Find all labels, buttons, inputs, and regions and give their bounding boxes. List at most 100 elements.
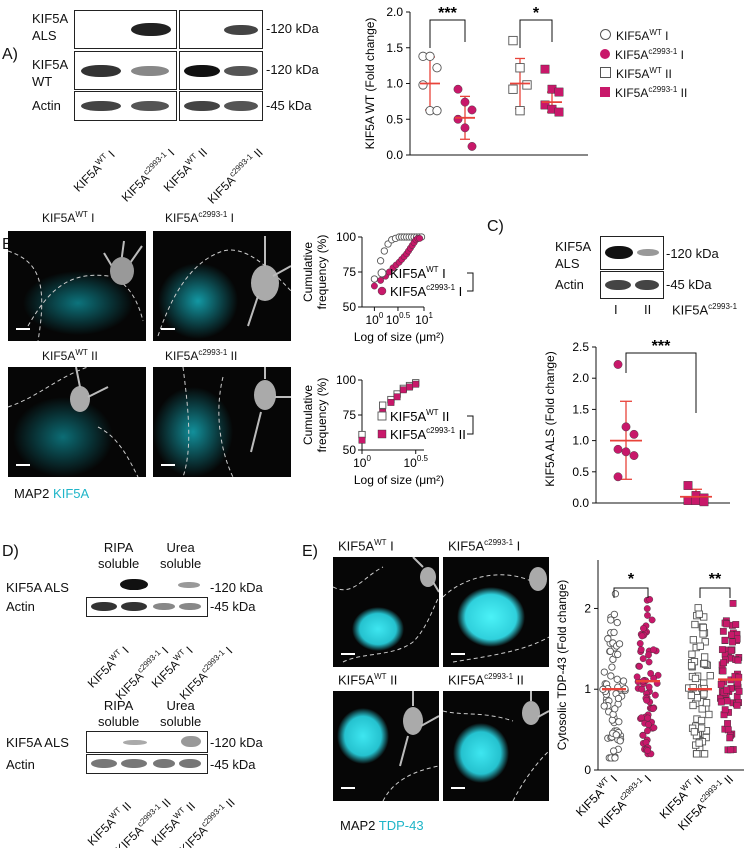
data-point [650,646,657,654]
data-point [683,481,693,490]
sig-label: *** [480,417,486,433]
d-kda-als-bottom: -120 kDa [210,735,263,750]
y-tick-label: 1.0 [572,434,589,448]
data-point [691,674,700,683]
data-point [719,667,727,675]
data-point [554,87,564,97]
e-title: KIF5AWT II [338,672,398,688]
d-header-ripa-bottom: RIPA soluble [98,698,140,729]
data-point [735,687,743,695]
data-point [644,727,651,735]
y-axis-label: KIF5A ALS (Fold change) [543,351,557,486]
d-kda-actin-bottom: -45 kDa [210,757,256,772]
data-point [377,268,387,278]
b-stain-legend: MAP2 KIF5A [14,486,90,501]
sig-label: **** [480,272,486,293]
d-blot-als-top [86,575,206,595]
data-point [644,611,651,619]
y-tick-label: 2.0 [386,5,403,19]
y-tick-label: 0.5 [386,112,403,126]
data-point [609,747,618,755]
data-point [371,282,378,290]
panel-c-letter: C) [487,218,504,235]
data-point [694,604,702,612]
y-tick-label: 1.5 [572,402,589,416]
data-point [729,638,736,646]
sig-label: * [533,5,540,22]
a-row-label-als: KIF5A ALS [32,11,69,43]
c-kda-actin: -45 kDa [666,277,712,292]
a-blot-actin-right [179,91,263,121]
y-tick-label: 0.0 [572,496,589,510]
data-point [600,668,608,676]
y-tick-label: 0.0 [386,148,403,162]
y-tick-label: 2.5 [572,340,589,354]
data-point [522,80,532,90]
e-micrograph-mut-i [443,557,549,667]
y-tick-label: 0.5 [572,465,589,479]
data-point [629,429,639,439]
y-axis-label: Cumulative [301,385,315,445]
legend-item: KIF5Ac2993-1 I [600,47,687,66]
data-point [697,716,706,725]
b-micrograph-mut-ii [153,367,291,477]
panel-e-letter: E) [302,543,318,560]
panel-d-letter: D) [2,543,19,560]
data-point [691,620,699,629]
d-row-label-als: KIF5A ALS [6,580,69,595]
data-point [453,84,463,94]
y-tick-label: 1 [584,682,591,696]
data-point [645,658,653,666]
data-point [733,701,741,709]
y-axis-label: frequency (%) [315,235,329,310]
data-point [611,590,620,598]
data-point [687,662,696,670]
panel-a-letter: A) [2,46,18,63]
data-point [636,640,644,647]
data-point [611,754,619,762]
data-point [643,605,651,612]
d-kda-als-top: -120 kDa [210,580,263,595]
d-header-urea-bottom: Urea soluble [160,698,202,729]
data-point [629,451,639,460]
c-kda-als: -120 kDa [666,246,719,261]
data-point [721,636,729,644]
data-point [648,616,656,624]
data-point [702,699,711,707]
data-point [515,106,525,116]
x-tick-label: 100 [353,454,371,470]
legend-label: KIF5AWT II [390,408,449,424]
data-point [695,610,703,618]
data-point [432,106,442,116]
d-header-ripa: RIPA soluble [98,540,140,571]
data-point [699,630,707,638]
data-point [393,393,401,401]
data-point [554,107,564,117]
data-point [698,705,706,713]
data-point [412,380,420,388]
y-tick-label: 1.5 [386,41,403,55]
c-row-label-actin: Actin [555,277,584,292]
sig-bracket [519,19,553,48]
e-micrograph-mut-ii [443,691,549,801]
b-title: KIF5Ac2993-1 II [165,348,238,363]
sig-bracket [699,587,731,598]
data-point [467,142,477,151]
b-title: KIF5Ac2993-1 I [165,210,234,225]
data-point [717,698,725,706]
data-point [639,655,647,662]
y-tick-label: 0 [584,763,591,777]
data-point [644,721,652,729]
data-point [432,63,442,73]
data-point [697,724,706,732]
d-row-label-als-bottom: KIF5A ALS [6,735,69,750]
x-tick-label: 100.5 [386,311,411,327]
e-title: KIF5Ac2993-1 I [448,538,521,554]
data-point [689,684,697,692]
e-title: KIF5AWT I [338,538,394,554]
x-tick-label: 100 [365,311,383,327]
d-blot-actin-top [86,597,208,617]
y-tick-label: 100 [336,230,356,244]
data-point [728,631,735,639]
